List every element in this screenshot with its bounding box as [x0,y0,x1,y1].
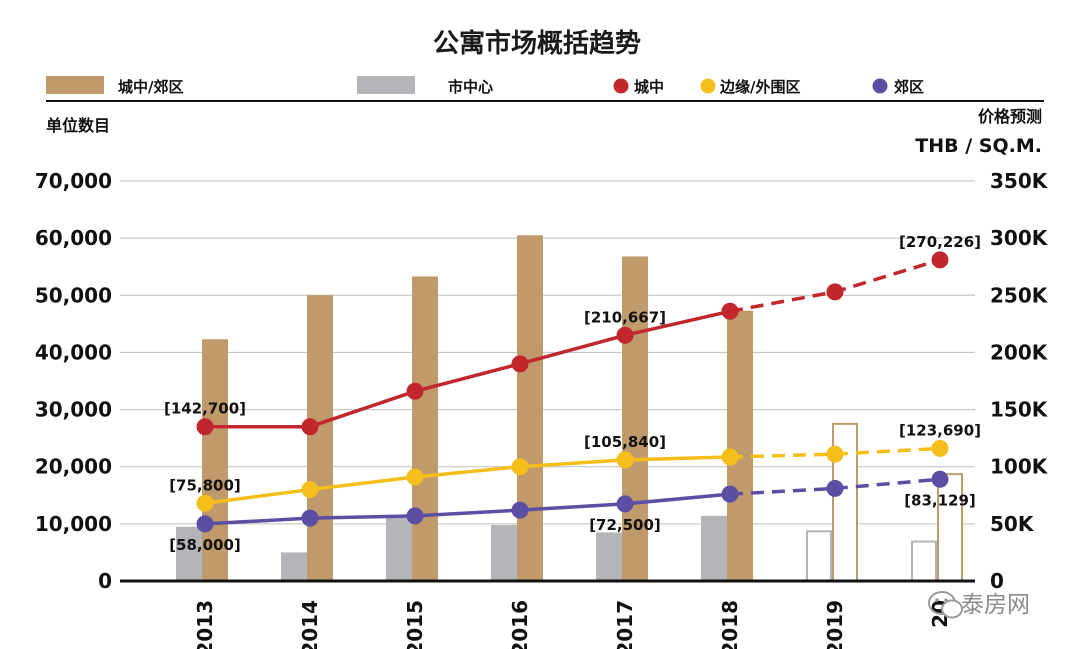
bar-city-suburb [307,295,333,581]
bar-downtown [701,515,727,581]
data-point [196,418,214,436]
x-tick-label: 2018 [718,600,742,649]
series-line [204,455,731,506]
data-label: [105,840] [584,433,666,451]
data-label: [58,000] [169,536,241,554]
legend-marker [700,78,716,94]
legend-label: 市中心 [448,78,493,96]
data-point [721,302,739,320]
y-tick-label: 60,000 [35,226,112,250]
series-line [205,309,731,429]
bar-downtown [911,540,937,582]
chart-title: 公寓市场概括趋势 [433,28,641,59]
y-axis-label: 单位数目 [46,116,110,135]
legend-swatch [357,76,415,94]
legend-label: 城中 [634,78,664,96]
data-point [301,418,319,436]
legend-label: 边缘/外围区 [719,78,800,96]
y-tick-label: 40,000 [35,340,112,364]
bar-downtown [281,552,307,581]
legend-swatch [46,76,104,94]
bar-city-suburb [622,256,648,581]
x-tick-label: 2014 [298,600,322,649]
y2-axis-label-line1: 价格预测 [978,107,1042,126]
data-point [826,479,844,497]
y2-tick-label: 300K [990,226,1049,250]
series-line [204,492,731,526]
y2-axis-label-line2: THB / SQ.M. [915,135,1042,157]
y-tick-label: 10,000 [35,512,112,536]
data-point [301,481,319,499]
data-point [616,451,634,469]
data-point [826,445,844,463]
bar-downtown [806,530,832,582]
bar-city-suburb [202,339,228,581]
data-point [931,439,949,457]
x-tick-label: 2016 [508,600,532,649]
watermark-text: 泰房网 [961,592,1030,618]
watermark: 泰房网 [928,591,1030,619]
data-label: [210,667] [584,308,666,326]
bar-downtown [491,525,517,581]
y-tick-label: 0 [98,569,112,593]
legend-label: 郊区 [894,78,924,96]
data-point [301,509,319,527]
data-label: [123,690] [899,421,981,439]
y2-tick-label: 100K [990,455,1049,479]
x-tick-label: 2019 [823,600,847,649]
data-point [511,355,529,373]
axes: 0 0 10,000 50K 20,000 100K 30,000 150K 40,000 200… [35,169,1049,649]
bar-city-suburb [937,473,963,582]
y2-tick-label: 200K [990,340,1049,364]
legend: 城中/郊区 市中心 城中 边缘/外围区 郊区 [46,76,924,96]
data-point [196,515,214,533]
bar-downtown [176,526,202,581]
bar-downtown [596,532,622,581]
data-point [406,507,424,525]
legend-marker [872,78,888,94]
y2-tick-label: 0 [990,569,1004,593]
bar-downtown [386,516,412,581]
bar-city-suburb [727,310,753,581]
data-point [616,495,634,513]
data-point [931,251,949,269]
data-point [406,468,424,486]
data-point [406,382,424,400]
data-label: [75,800] [169,476,241,494]
x-tick-label: 2015 [403,600,427,649]
gridlines [120,180,975,525]
y-tick-label: 20,000 [35,455,112,479]
annotations: [142,700] [210,667] [270,226] [75,800] [105,… [164,233,981,554]
data-label: [83,129] [904,491,976,509]
y-tick-label: 70,000 [35,169,112,193]
bar-city-suburb [412,276,438,581]
data-label: [270,226] [899,233,981,251]
bar-city-suburb [517,235,543,582]
data-label: [142,700] [164,400,246,418]
x-tick-label: 2013 [193,600,217,649]
y2-tick-label: 150K [990,398,1049,422]
legend-marker [613,78,629,94]
data-point [721,485,739,503]
bars [176,235,963,582]
data-point [196,494,214,512]
x-tick-label: 2017 [613,600,637,649]
wechat-icon [928,591,963,619]
lines [196,251,949,533]
y-tick-label: 50,000 [35,283,112,307]
data-point [931,470,949,488]
data-label: [72,500] [589,516,661,534]
data-point [826,283,844,301]
y2-tick-label: 250K [990,283,1049,307]
data-point [511,501,529,519]
data-point [511,458,529,476]
y2-tick-label: 350K [990,169,1049,193]
y2-tick-label: 50K [990,512,1035,536]
legend-label: 城中/郊区 [118,78,183,96]
data-point [721,448,739,466]
data-point [616,326,634,344]
y-tick-label: 30,000 [35,398,112,422]
